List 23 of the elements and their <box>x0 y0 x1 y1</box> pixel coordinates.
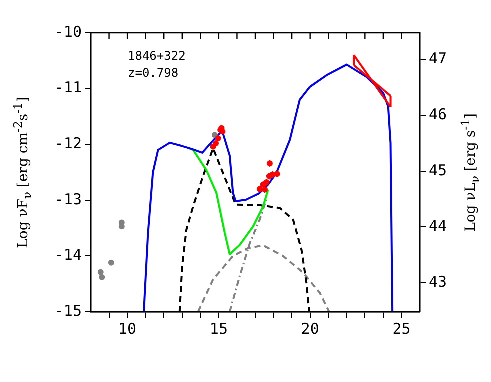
x-tick-label: 20 <box>301 320 320 338</box>
y2-tick-label: 47 <box>429 50 448 68</box>
annotation: 1846+322 <box>128 49 186 63</box>
point <box>213 140 220 146</box>
x-tick-label: 15 <box>210 320 228 338</box>
point <box>99 274 106 280</box>
y-tick-label: -12 <box>54 134 82 152</box>
y-tick-label: -10 <box>54 22 82 41</box>
y2-tick-label: 43 <box>429 272 448 291</box>
annotation: z=0.798 <box>128 66 179 80</box>
y-tick-label: -11 <box>54 78 82 97</box>
x-tick-label: 10 <box>118 320 137 338</box>
y-tick-label: -15 <box>54 302 82 320</box>
point <box>212 132 218 138</box>
y-tick-label: -13 <box>54 190 82 208</box>
point <box>108 260 114 266</box>
y-tick-label: -14 <box>54 246 82 264</box>
x-tick-label: 25 <box>392 320 411 338</box>
point <box>215 135 222 142</box>
y2-tick-label: 46 <box>429 105 448 124</box>
y2-tick-label: 44 <box>429 217 448 236</box>
y2-tick-label: 45 <box>429 161 448 180</box>
point <box>98 269 104 276</box>
